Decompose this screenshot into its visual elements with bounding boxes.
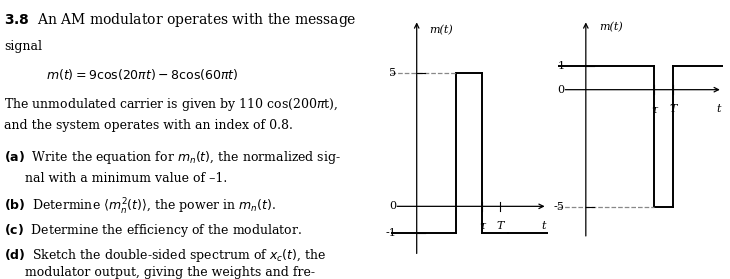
Text: 5: 5 <box>389 68 396 78</box>
Text: $\mathbf{(d)}$  Sketch the double-sided spectrum of $x_c(t)$, the: $\mathbf{(d)}$ Sketch the double-sided s… <box>4 247 326 264</box>
Text: -5: -5 <box>553 202 564 211</box>
Text: 0: 0 <box>389 201 396 211</box>
Text: τ: τ <box>479 221 485 231</box>
Text: t: t <box>542 221 546 231</box>
Text: T: T <box>669 104 677 114</box>
Text: signal: signal <box>4 40 42 54</box>
Text: $\mathbf{3.8}$  An AM modulator operates with the message: $\mathbf{3.8}$ An AM modulator operates … <box>4 11 356 29</box>
Text: The unmodulated carrier is given by 110 cos(200$\pi$t),: The unmodulated carrier is given by 110 … <box>4 96 338 113</box>
Text: nal with a minimum value of –1.: nal with a minimum value of –1. <box>25 172 228 185</box>
Text: m(t): m(t) <box>599 22 623 32</box>
Text: $\mathbf{(a)}$  Write the equation for $m_n(t)$, the normalized sig-: $\mathbf{(a)}$ Write the equation for $m… <box>4 149 341 166</box>
Text: -1: -1 <box>385 228 396 238</box>
Text: T: T <box>496 221 504 231</box>
Text: $\mathbf{(c)}$  Determine the efficiency of the modulator.: $\mathbf{(c)}$ Determine the efficiency … <box>4 222 302 239</box>
Text: 0: 0 <box>557 85 564 95</box>
Text: $\mathbf{(b)}$  Determine $\langle m_n^2(t)\rangle$, the power in $m_n(t)$.: $\mathbf{(b)}$ Determine $\langle m_n^2(… <box>4 197 276 217</box>
Text: modulator output, giving the weights and fre-: modulator output, giving the weights and… <box>25 266 315 279</box>
Text: τ: τ <box>651 104 657 114</box>
Text: and the system operates with an index of 0.8.: and the system operates with an index of… <box>4 119 293 132</box>
Text: t: t <box>716 104 721 114</box>
Text: 1: 1 <box>557 61 564 71</box>
Text: $m(t) = 9\cos(20\pi t) - 8\cos(60\pi t)$: $m(t) = 9\cos(20\pi t) - 8\cos(60\pi t)$ <box>47 67 239 82</box>
Text: m(t): m(t) <box>429 25 453 35</box>
